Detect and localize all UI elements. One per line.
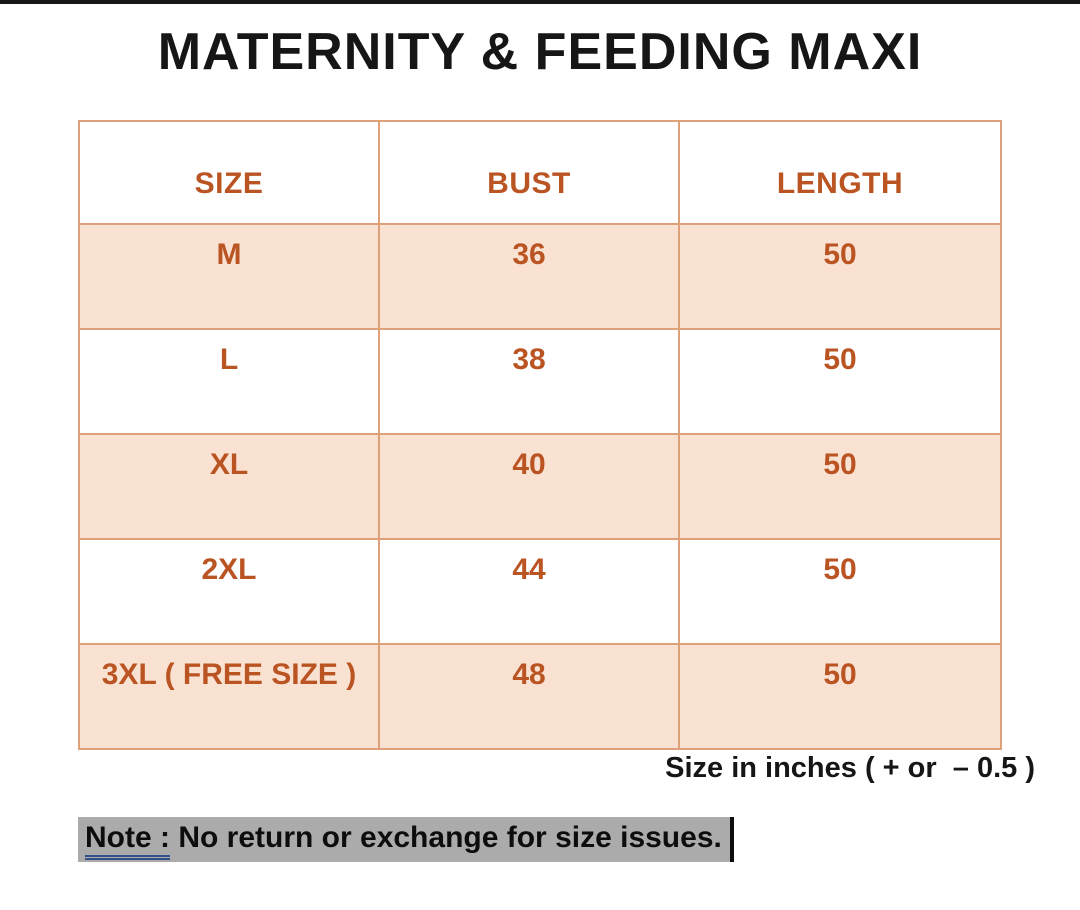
note-label: Note : xyxy=(85,821,170,860)
cell-size: 2XL xyxy=(78,538,380,645)
cell-bust: 40 xyxy=(378,433,680,540)
note-banner: Note : No return or exchange for size is… xyxy=(78,817,734,862)
cell-length: 50 xyxy=(678,223,1002,330)
cell-size: 3XL ( FREE SIZE ) xyxy=(78,643,380,750)
header-size: SIZE xyxy=(78,120,380,225)
cell-bust: 44 xyxy=(378,538,680,645)
size-chart-table: SIZE BUST LENGTH M 36 50 L 38 50 XL 40 5… xyxy=(78,120,1002,750)
cell-length: 50 xyxy=(678,328,1002,435)
top-edge-bar xyxy=(0,0,1080,4)
header-length: LENGTH xyxy=(678,120,1002,225)
cell-size: L xyxy=(78,328,380,435)
size-unit-footnote: Size in inches ( + or – 0.5 ) xyxy=(665,752,1035,784)
cell-size: XL xyxy=(78,433,380,540)
cell-bust: 38 xyxy=(378,328,680,435)
cell-length: 50 xyxy=(678,538,1002,645)
cell-length: 50 xyxy=(678,643,1002,750)
cell-bust: 36 xyxy=(378,223,680,330)
table-row: L 38 50 xyxy=(78,328,1002,435)
table-row: 3XL ( FREE SIZE ) 48 50 xyxy=(78,643,1002,750)
cell-bust: 48 xyxy=(378,643,680,750)
table-row: XL 40 50 xyxy=(78,433,1002,540)
page-title: MATERNITY & FEEDING MAXI xyxy=(157,23,923,81)
header-bust: BUST xyxy=(378,120,680,225)
table-row: 2XL 44 50 xyxy=(78,538,1002,645)
cell-length: 50 xyxy=(678,433,1002,540)
cell-size: M xyxy=(78,223,380,330)
note-text: No return or exchange for size issues. xyxy=(170,821,722,854)
header-row: SIZE BUST LENGTH xyxy=(78,120,1002,225)
table-row: M 36 50 xyxy=(78,223,1002,330)
